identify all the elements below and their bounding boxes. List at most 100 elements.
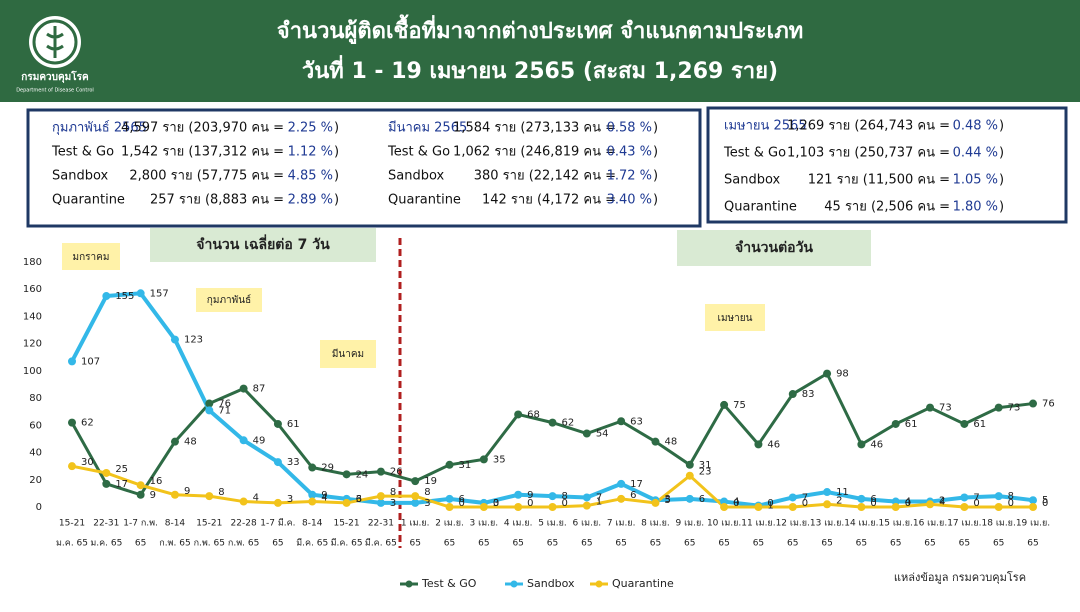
legend-swatch — [510, 580, 518, 588]
x-tick-label: 65 — [615, 539, 626, 549]
point — [720, 400, 729, 409]
data-label: 98 — [836, 369, 849, 380]
title: จำนวนผู้ติดเชื้อที่มาจากต่างประเทศ จำแนก… — [277, 14, 803, 45]
data-label: 61 — [287, 419, 300, 430]
stat-percent: 4.85 % — [288, 169, 333, 184]
data-label: 76 — [218, 399, 231, 410]
logo-ring — [32, 19, 78, 65]
point — [136, 490, 145, 499]
stat-label: Quarantine — [388, 193, 461, 208]
point — [823, 369, 832, 378]
data-label: 0 — [905, 498, 911, 509]
data-label: 3 — [356, 494, 362, 505]
stat-value: 1,584 ราย (273,133 คน = — [453, 121, 616, 136]
x-tick-label: 65 — [444, 539, 455, 549]
point — [514, 503, 523, 511]
stat-value: 121 ราย (11,500 คน = — [808, 173, 950, 188]
point — [308, 463, 317, 472]
data-label: 25 — [115, 464, 128, 475]
stat-percent: 1.72 % — [607, 169, 652, 184]
stat-label: Quarantine — [724, 200, 797, 215]
point — [68, 357, 76, 366]
data-label: 7 — [973, 492, 979, 503]
point — [685, 494, 694, 503]
stat-value: 257 ราย (8,883 คน = — [150, 193, 284, 208]
point — [68, 462, 76, 471]
data-label: 8 — [562, 491, 568, 502]
x-tick-label: 14 เม.ย. — [844, 519, 878, 529]
annotation: กุมภาพันธ์ — [207, 294, 251, 306]
stat-value: 1,542 ราย (137,312 คน = — [121, 145, 284, 160]
logo-icon — [46, 26, 64, 58]
data-label: 0 — [1042, 498, 1048, 509]
x-tick-label: 65 — [135, 539, 146, 549]
data-label: 6 — [356, 494, 362, 505]
x-tick-label: 22-31 — [368, 519, 394, 529]
point — [823, 500, 832, 509]
data-label: 46 — [870, 439, 883, 450]
data-label: 9 — [150, 490, 156, 501]
legend-label: Quarantine — [612, 577, 674, 590]
stat-close: ) — [653, 193, 658, 208]
x-tick-label: 9 เม.ย. — [675, 519, 704, 529]
data-label: 4 — [253, 493, 259, 504]
point — [617, 494, 626, 503]
point — [136, 289, 145, 298]
data-label: 0 — [802, 498, 808, 509]
point — [754, 503, 763, 511]
x-tick-label: 65 — [272, 539, 283, 549]
y-tick-label: 20 — [29, 475, 42, 486]
point — [273, 419, 282, 428]
stat-value: 1,269 ราย (264,743 คน = — [787, 119, 950, 134]
legend-label: Test & GO — [421, 577, 477, 590]
data-label: 26 — [390, 467, 403, 478]
stat-close: ) — [653, 121, 658, 136]
x-tick-label: 3 เม.ย. — [470, 519, 499, 529]
point — [445, 460, 454, 469]
data-label: 62 — [81, 418, 94, 429]
data-label: 4 — [321, 493, 327, 504]
data-label: 5 — [1042, 495, 1048, 506]
x-tick-label: มี.ค. 65 — [331, 538, 363, 549]
y-tick-label: 60 — [29, 420, 42, 431]
x-tick-label: 5 เม.ย. — [538, 519, 567, 529]
stats-box — [706, 106, 1068, 224]
stat-close: ) — [653, 145, 658, 160]
point — [273, 498, 282, 507]
data-label: 73 — [939, 403, 952, 414]
data-label: 3 — [287, 494, 293, 505]
stat-value: 2,800 ราย (57,775 คน = — [129, 169, 284, 184]
x-tick-label: 15-21 — [333, 519, 359, 529]
note-box — [196, 288, 262, 312]
point — [102, 479, 111, 488]
data-label: 31 — [459, 460, 472, 471]
x-tick-label: 65 — [512, 539, 523, 549]
x-tick-label: 65 — [1027, 539, 1038, 549]
x-tick-label: 65 — [547, 539, 558, 549]
note-box — [62, 243, 120, 270]
x-tick-label: 65 — [650, 539, 661, 549]
data-label: 0 — [767, 498, 773, 509]
stat-percent: 0.43 % — [607, 145, 652, 160]
point — [617, 417, 626, 426]
x-tick-label: 11 เม.ย. — [741, 519, 775, 529]
point — [926, 500, 935, 509]
point — [102, 292, 111, 301]
annotation: มกราคม — [73, 252, 110, 263]
data-label: 107 — [81, 356, 100, 367]
point — [342, 470, 351, 479]
x-tick-label: 8-14 — [302, 519, 323, 529]
point — [754, 440, 763, 449]
data-label: 29 — [321, 463, 334, 474]
point — [514, 490, 523, 499]
data-label: 155 — [115, 291, 134, 302]
point — [960, 503, 969, 511]
point — [273, 458, 282, 467]
source: แหล่งข้อมูล กรมควบคุมโรค — [894, 570, 1026, 584]
data-label: 3 — [424, 498, 430, 509]
logo-en: Department of Disease Control — [16, 88, 94, 94]
point — [479, 455, 488, 464]
data-label: 6 — [699, 494, 705, 505]
x-tick-label: 6 เม.ย. — [573, 519, 602, 529]
data-label: 24 — [356, 469, 369, 480]
